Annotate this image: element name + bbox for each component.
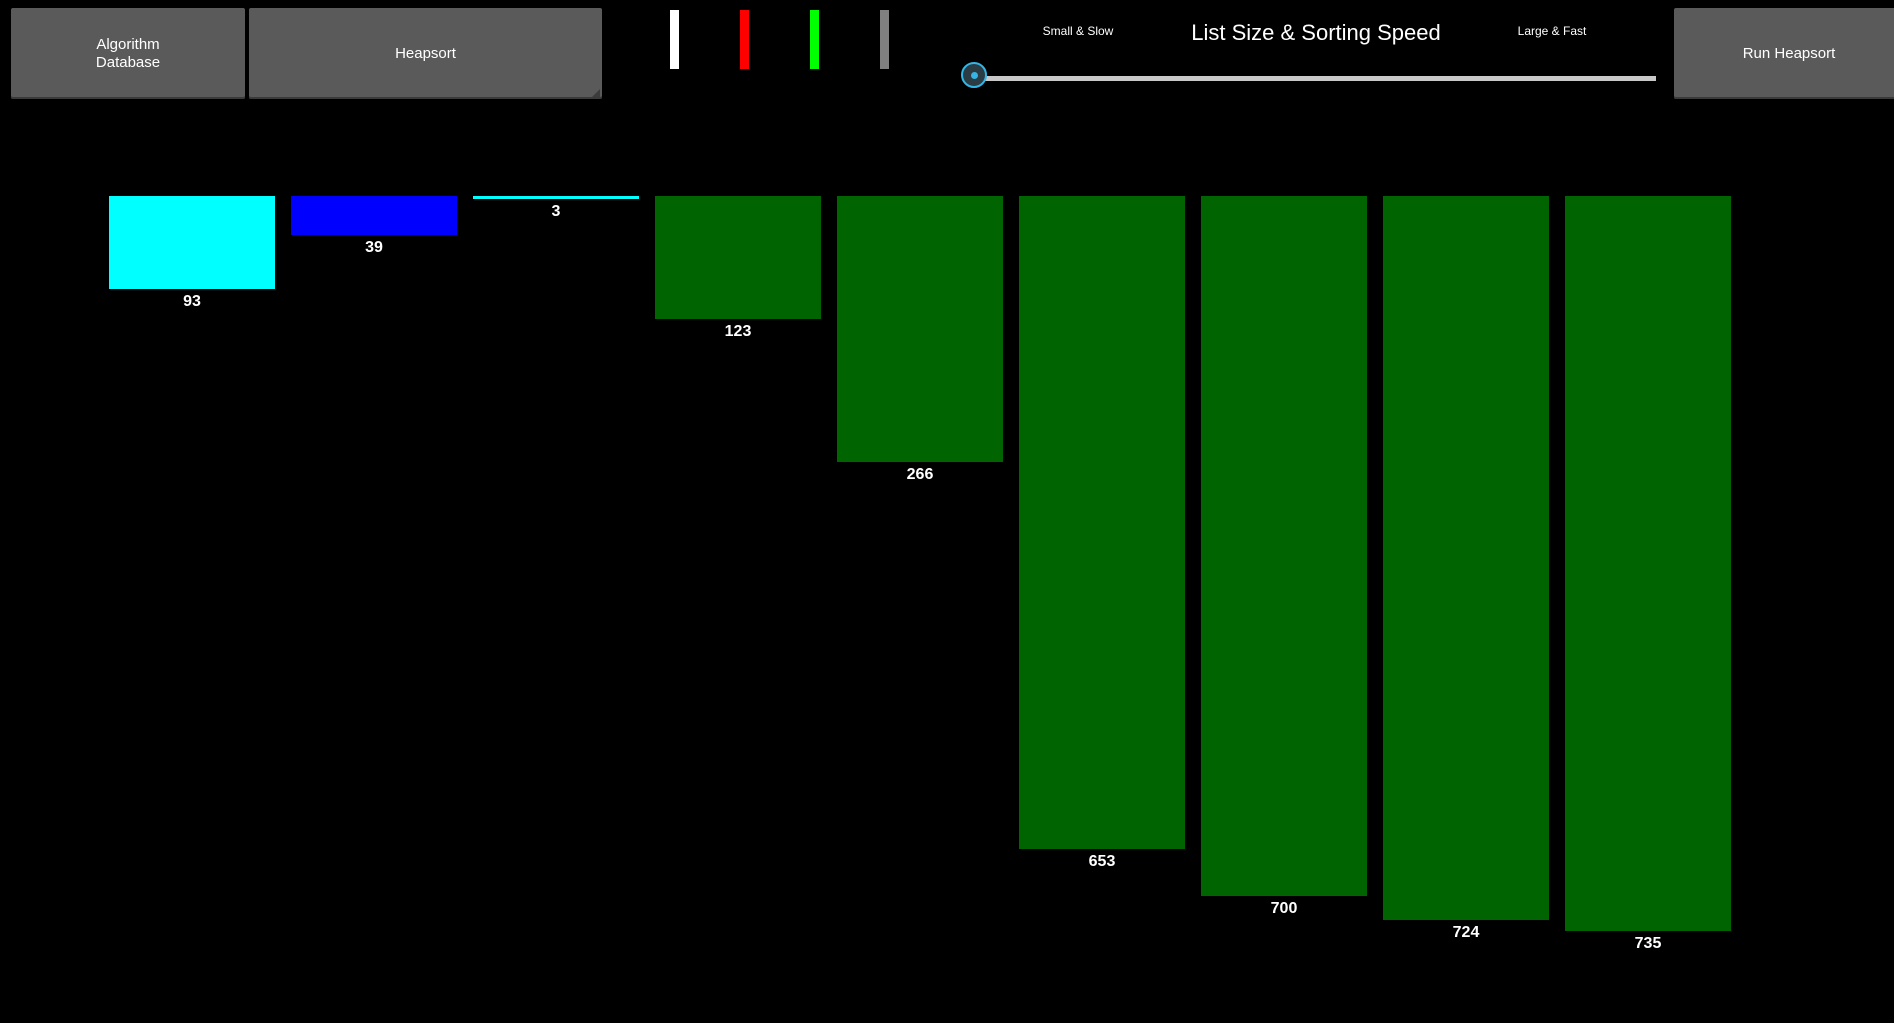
- legend-green-swatch: [810, 10, 819, 69]
- run-heapsort-button[interactable]: Run Heapsort: [1674, 8, 1894, 99]
- bar-8: [1565, 196, 1731, 931]
- slider-min-label: Small & Slow: [1042, 24, 1114, 38]
- bar-1: [291, 196, 457, 235]
- bar-0: [109, 196, 275, 289]
- algorithm-select-dropdown[interactable]: Heapsort: [249, 8, 602, 99]
- dropdown-corner-icon: [592, 89, 600, 97]
- slider-max-label: Large & Fast: [1517, 24, 1587, 38]
- bar-2: [473, 196, 639, 199]
- algorithm-database-label: Algorithm Database: [95, 35, 161, 71]
- bar-value-label-7: 724: [1452, 924, 1480, 941]
- bar-value-label-6: 700: [1270, 900, 1298, 917]
- slider-title: List Size & Sorting Speed: [1191, 20, 1441, 45]
- bar-7: [1383, 196, 1549, 920]
- algorithm-database-button[interactable]: Algorithm Database: [11, 8, 245, 99]
- bar-value-label-5: 653: [1088, 853, 1116, 870]
- algorithm-select-label: Heapsort: [395, 44, 456, 62]
- bar-6: [1201, 196, 1367, 896]
- bar-5: [1019, 196, 1185, 849]
- bar-value-label-2: 3: [551, 203, 561, 220]
- bar-value-label-0: 93: [183, 293, 201, 310]
- bar-value-label-3: 123: [724, 323, 752, 340]
- legend-gray-swatch: [880, 10, 889, 69]
- bar-value-label-1: 39: [365, 239, 383, 256]
- bar-value-label-8: 735: [1634, 935, 1662, 952]
- legend-white-swatch: [670, 10, 679, 69]
- speed-slider-track[interactable]: [976, 76, 1656, 81]
- bar-4: [837, 196, 1003, 462]
- run-heapsort-label: Run Heapsort: [1742, 44, 1836, 62]
- bar-value-label-4: 266: [906, 466, 934, 483]
- speed-slider-thumb[interactable]: [961, 62, 987, 88]
- legend-red-swatch: [740, 10, 749, 69]
- bar-3: [655, 196, 821, 319]
